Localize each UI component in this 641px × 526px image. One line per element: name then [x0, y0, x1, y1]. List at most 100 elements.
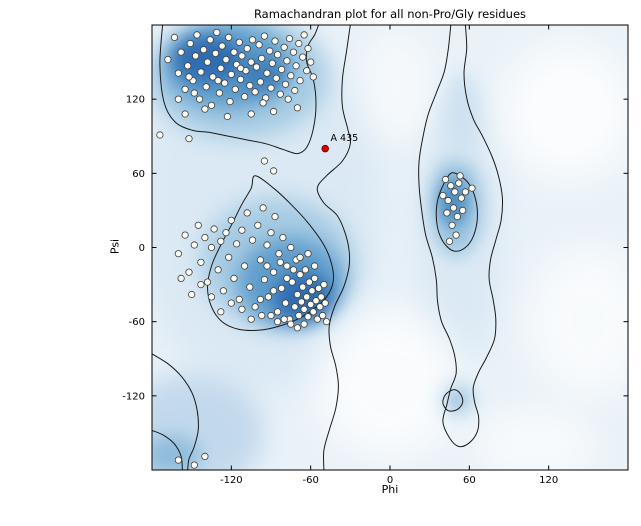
residue-point: [174, 456, 182, 464]
residue-point: [210, 225, 218, 233]
residue-point: [192, 52, 200, 60]
residue-point: [304, 313, 312, 321]
residue-point: [174, 95, 182, 103]
residue-point: [260, 275, 268, 284]
residue-point: [211, 49, 220, 58]
residue-point: [203, 58, 212, 66]
residue-point: [217, 64, 225, 72]
residue-point: [258, 54, 266, 63]
residue-point: [233, 240, 241, 248]
residue-point: [185, 268, 193, 276]
residue-point: [201, 452, 209, 460]
residue-point: [197, 280, 205, 289]
residue-point: [174, 250, 182, 258]
residue-point: [227, 299, 235, 307]
plot-title: Ramachandran plot for all non-Pro/Gly re…: [253, 7, 527, 21]
residue-point: [170, 33, 179, 42]
residue-point: [263, 262, 271, 270]
density-contour: [159, 25, 320, 155]
residue-point: [283, 57, 291, 65]
residue-point: [443, 209, 451, 217]
residue-point: [209, 73, 217, 81]
residue-point: [300, 31, 308, 39]
residue-point: [156, 131, 164, 139]
residue-point: [285, 34, 294, 43]
residue-point: [207, 101, 216, 109]
residue-point: [317, 293, 325, 301]
residue-point: [312, 297, 320, 305]
residue-point: [230, 48, 238, 56]
residue-point: [258, 311, 266, 320]
residue-point: [247, 58, 255, 66]
residue-point: [251, 88, 259, 96]
residue-point: [248, 236, 257, 244]
residue-point: [299, 53, 307, 61]
residue-point: [445, 237, 454, 245]
residue-point: [309, 73, 317, 81]
residue-point: [252, 63, 261, 71]
residue-point: [296, 271, 304, 279]
density-blob: [317, 309, 463, 458]
x-tick-label: -60: [302, 475, 318, 486]
residue-point: [307, 300, 315, 308]
residue-point: [275, 250, 283, 258]
residue-point: [225, 33, 233, 42]
residue-point: [287, 320, 295, 328]
residue-point: [304, 250, 312, 258]
residue-point: [222, 55, 230, 64]
y-axis-label: Psi: [108, 238, 122, 255]
residue-point: [457, 194, 465, 202]
residue-point: [247, 110, 255, 118]
residue-point: [448, 221, 456, 229]
residue-point: [449, 204, 458, 212]
y-tick-label: -120: [122, 391, 145, 402]
residue-point: [222, 229, 230, 237]
residue-point: [241, 93, 249, 101]
residue-point: [447, 182, 455, 190]
residue-point: [305, 278, 313, 286]
residue-point: [316, 303, 324, 311]
x-tick-label: 0: [387, 475, 393, 486]
residue-point: [248, 36, 257, 44]
residue-point: [291, 86, 299, 95]
residue-point: [185, 135, 193, 143]
residue-point: [186, 39, 194, 48]
residue-point: [271, 213, 279, 221]
residue-point: [190, 89, 198, 97]
y-tick-label: 0: [139, 243, 145, 254]
residue-point: [451, 188, 459, 196]
plot-frame: [151, 24, 629, 471]
residue-point: [283, 262, 291, 270]
residue-point: [456, 172, 464, 180]
residue-point: [243, 209, 251, 217]
residue-point: [215, 89, 223, 97]
residue-point: [219, 287, 227, 295]
residue-point: [308, 287, 316, 295]
residue-point: [299, 283, 307, 291]
residue-point: [241, 262, 249, 270]
residue-point: [203, 278, 212, 286]
residue-point: [280, 43, 288, 51]
residue-point: [439, 192, 447, 200]
residue-point: [214, 77, 222, 85]
residue-point: [444, 196, 452, 205]
residue-point: [291, 303, 299, 311]
density-blob: [528, 247, 628, 396]
residue-point: [273, 51, 282, 59]
residue-point: [213, 28, 221, 37]
residue-point: [196, 95, 204, 103]
residue-point: [263, 69, 271, 77]
residue-point: [296, 77, 304, 85]
x-tick-label: 60: [463, 475, 476, 486]
x-axis-label: Phi: [381, 483, 399, 496]
residue-point: [177, 48, 185, 56]
residue-point: [276, 258, 284, 266]
residue-point: [181, 231, 189, 239]
residue-point: [194, 221, 202, 229]
residue-point: [174, 69, 182, 77]
residue-point: [247, 315, 255, 323]
residue-point: [269, 167, 278, 175]
plot-interior: A 435: [152, 25, 628, 470]
residue-point: [322, 318, 331, 326]
